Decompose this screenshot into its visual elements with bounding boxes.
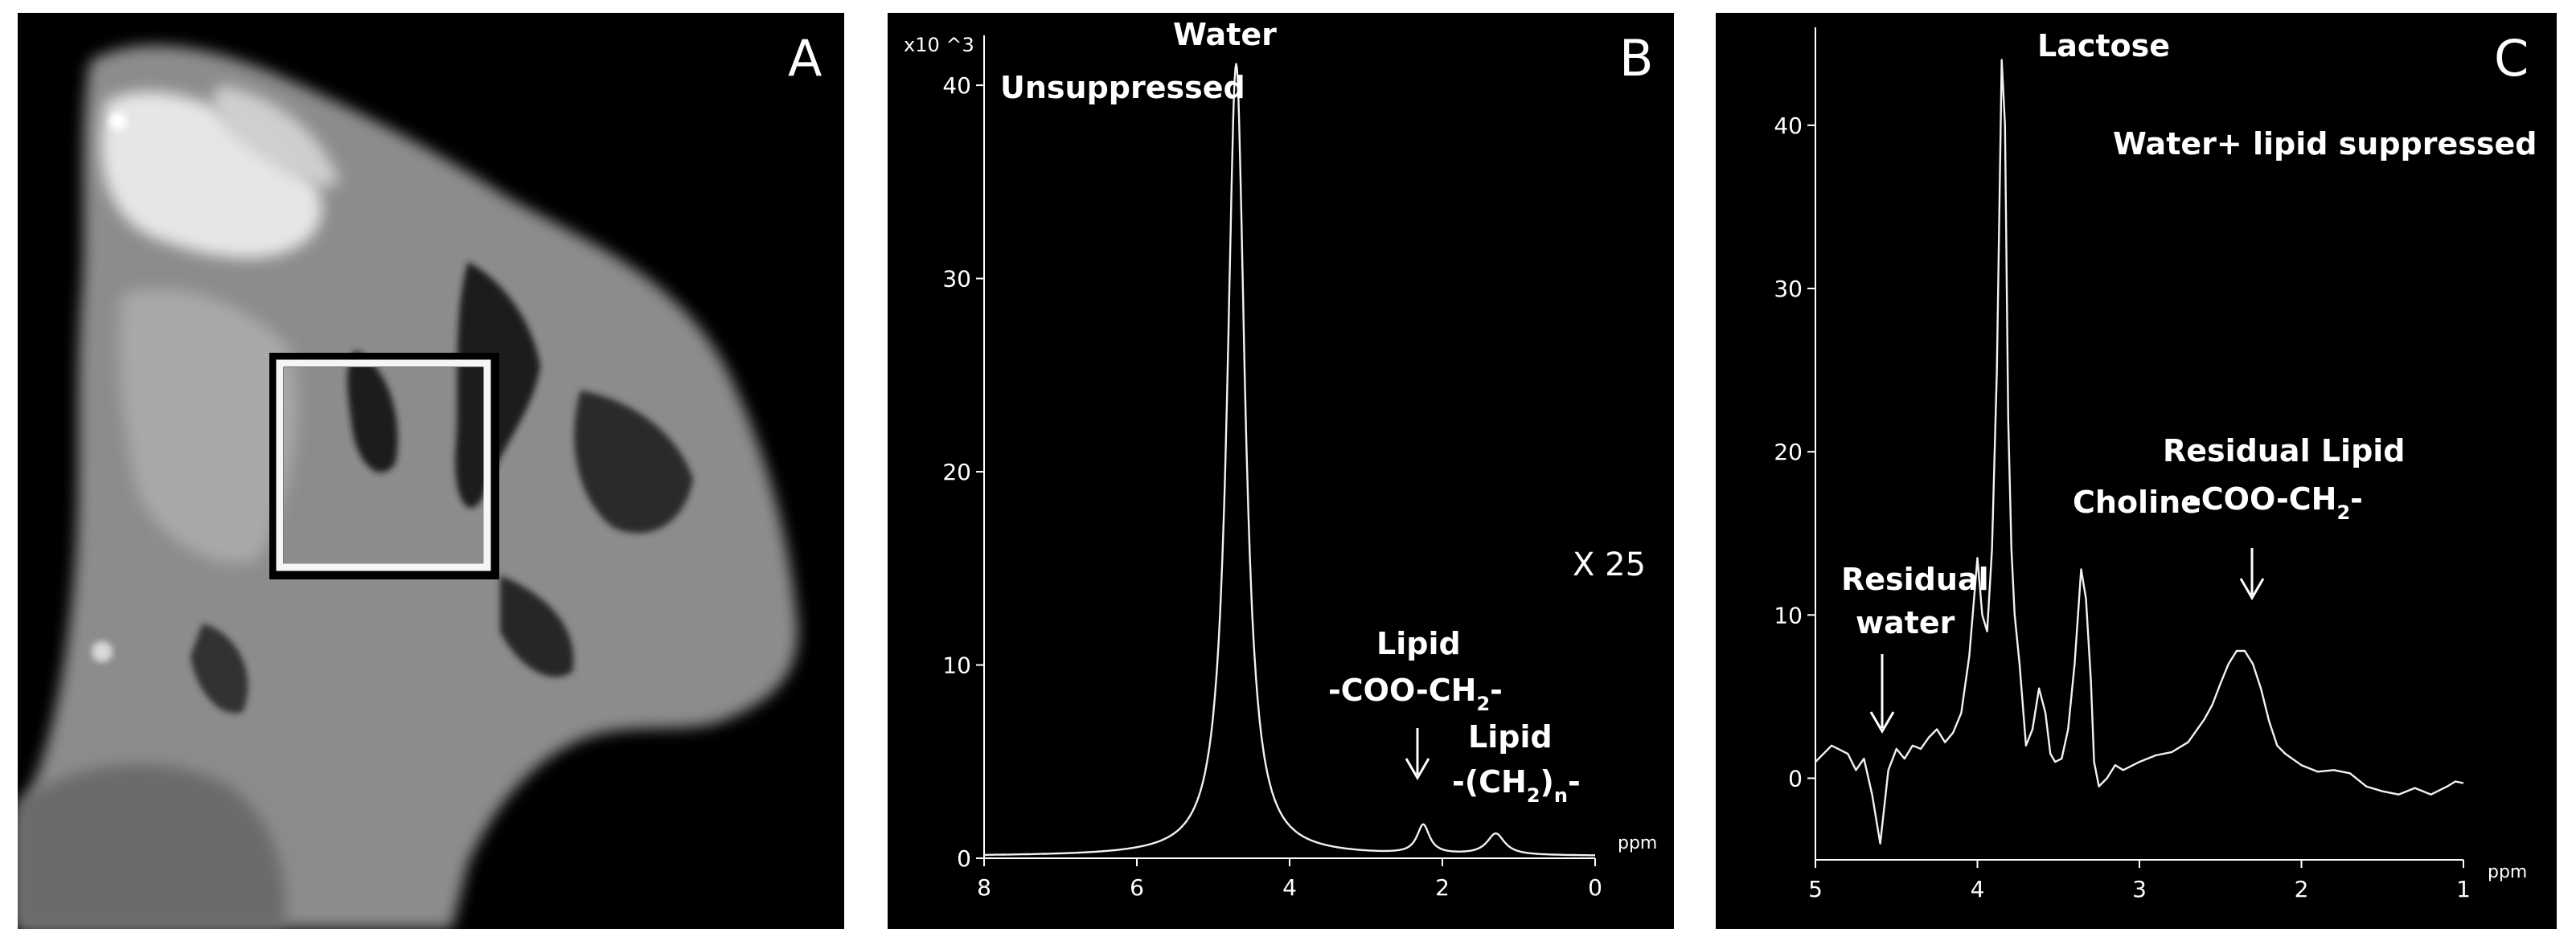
b-title-unsuppressed: Unsuppressed <box>1000 70 1245 105</box>
b-xtick-label: 4 <box>1282 874 1297 901</box>
c-xtick-label: 3 <box>2132 876 2147 902</box>
panel-a-mr-image: A <box>18 13 844 929</box>
c-label-residual-lipid: Residual Lipid <box>2163 433 2406 468</box>
b-arrow-lipid1 <box>1405 728 1430 780</box>
c-x-unit: ppm <box>2488 862 2527 882</box>
c-ytick-label: 0 <box>1788 765 1803 792</box>
b-scale-note: X 25 <box>1573 546 1646 583</box>
b-ytick-label: 0 <box>957 845 971 872</box>
c-label-residual-water-2: water <box>1856 605 1955 640</box>
chart-c-svg: 0 10 20 30 40 5 4 3 2 1 ppm Lactose Water+ lipid… <box>1774 27 2537 902</box>
b-label-lipid1-formula: -COO-CH2- <box>1328 673 1503 715</box>
breast-tissue <box>18 45 798 929</box>
c-label-residual-water: Residual <box>1841 562 1989 597</box>
c-xtick-label: 4 <box>1971 876 1985 902</box>
b-ytick-label: 40 <box>942 72 971 99</box>
panel-c-suppressed-spectrum: 0 10 20 30 40 5 4 3 2 1 ppm Lactose Water+ lipid… <box>1716 13 2557 929</box>
b-ytick-label: 10 <box>942 653 971 679</box>
c-label-residual-lipid-formula: -COO-CH2- <box>2188 481 2363 524</box>
b-label-water: Water <box>1173 17 1277 52</box>
c-ytick-label: 10 <box>1774 602 1803 628</box>
b-x-unit: ppm <box>1618 833 1657 853</box>
b-label-lipid2: Lipid <box>1468 719 1553 755</box>
c-ytick-label: 30 <box>1774 276 1803 302</box>
c-arrow-residual-water <box>1869 654 1895 734</box>
c-ytick-label: 40 <box>1774 113 1803 139</box>
b-xtick-label: 0 <box>1588 874 1602 901</box>
c-xtick-label: 5 <box>1808 876 1823 902</box>
b-y-multiplier: x10 ^3 <box>904 34 974 56</box>
c-label-choline: Choline <box>2073 485 2201 520</box>
c-xtick-label: 1 <box>2456 876 2471 902</box>
panel-letter-c: C <box>2494 29 2529 88</box>
panel-letter-a: A <box>788 29 822 88</box>
c-label-lactose: Lactose <box>2037 28 2170 63</box>
c-arrow-residual-lipid <box>2239 548 2265 600</box>
b-label-lipid2-formula: -(CH2)n- <box>1452 764 1581 807</box>
b-label-lipid1: Lipid <box>1376 626 1461 661</box>
c-spectrum-line <box>1815 59 2464 845</box>
c-ytick-label: 20 <box>1774 439 1803 465</box>
b-spectrum-line <box>983 63 1596 857</box>
b-ytick-label: 30 <box>942 266 971 293</box>
b-xtick-label: 2 <box>1435 874 1450 901</box>
c-xtick-label: 2 <box>2295 876 2309 902</box>
voxel-box <box>276 359 491 571</box>
b-xtick-label: 8 <box>977 874 991 901</box>
b-xtick-label: 6 <box>1130 874 1144 901</box>
c-condition-label: Water+ lipid suppressed <box>2113 126 2537 162</box>
mr-image-svg: A <box>18 29 822 929</box>
panel-letter-b: B <box>1619 29 1654 88</box>
b-ytick-label: 20 <box>942 459 971 485</box>
